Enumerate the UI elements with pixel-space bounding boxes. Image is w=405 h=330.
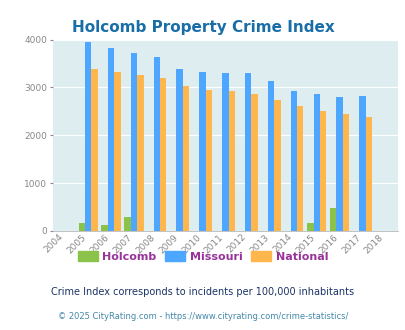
Bar: [319, 112, 326, 231]
Text: © 2025 CityRating.com - https://www.cityrating.com/crime-statistics/: © 2025 CityRating.com - https://www.city…: [58, 312, 347, 321]
Bar: [365, 117, 371, 231]
Bar: [205, 90, 211, 231]
Bar: [130, 53, 137, 231]
Bar: [108, 48, 114, 231]
Bar: [329, 208, 336, 231]
Bar: [313, 94, 319, 231]
Bar: [114, 72, 120, 231]
Bar: [101, 224, 108, 231]
Bar: [307, 223, 313, 231]
Bar: [244, 73, 251, 231]
Bar: [222, 73, 228, 231]
Legend: Holcomb, Missouri, National: Holcomb, Missouri, National: [73, 247, 332, 266]
Bar: [336, 97, 342, 231]
Bar: [91, 69, 98, 231]
Bar: [358, 96, 365, 231]
Bar: [228, 91, 234, 231]
Bar: [290, 91, 296, 231]
Bar: [160, 78, 166, 231]
Bar: [85, 42, 91, 231]
Bar: [153, 57, 160, 231]
Bar: [296, 106, 303, 231]
Bar: [267, 81, 273, 231]
Bar: [124, 217, 130, 231]
Bar: [137, 75, 143, 231]
Bar: [176, 69, 182, 231]
Bar: [182, 85, 189, 231]
Bar: [273, 100, 280, 231]
Text: Crime Index corresponds to incidents per 100,000 inhabitants: Crime Index corresponds to incidents per…: [51, 287, 354, 297]
Bar: [251, 94, 257, 231]
Text: Holcomb Property Crime Index: Holcomb Property Crime Index: [71, 20, 334, 35]
Bar: [79, 223, 85, 231]
Bar: [342, 114, 348, 231]
Bar: [199, 72, 205, 231]
